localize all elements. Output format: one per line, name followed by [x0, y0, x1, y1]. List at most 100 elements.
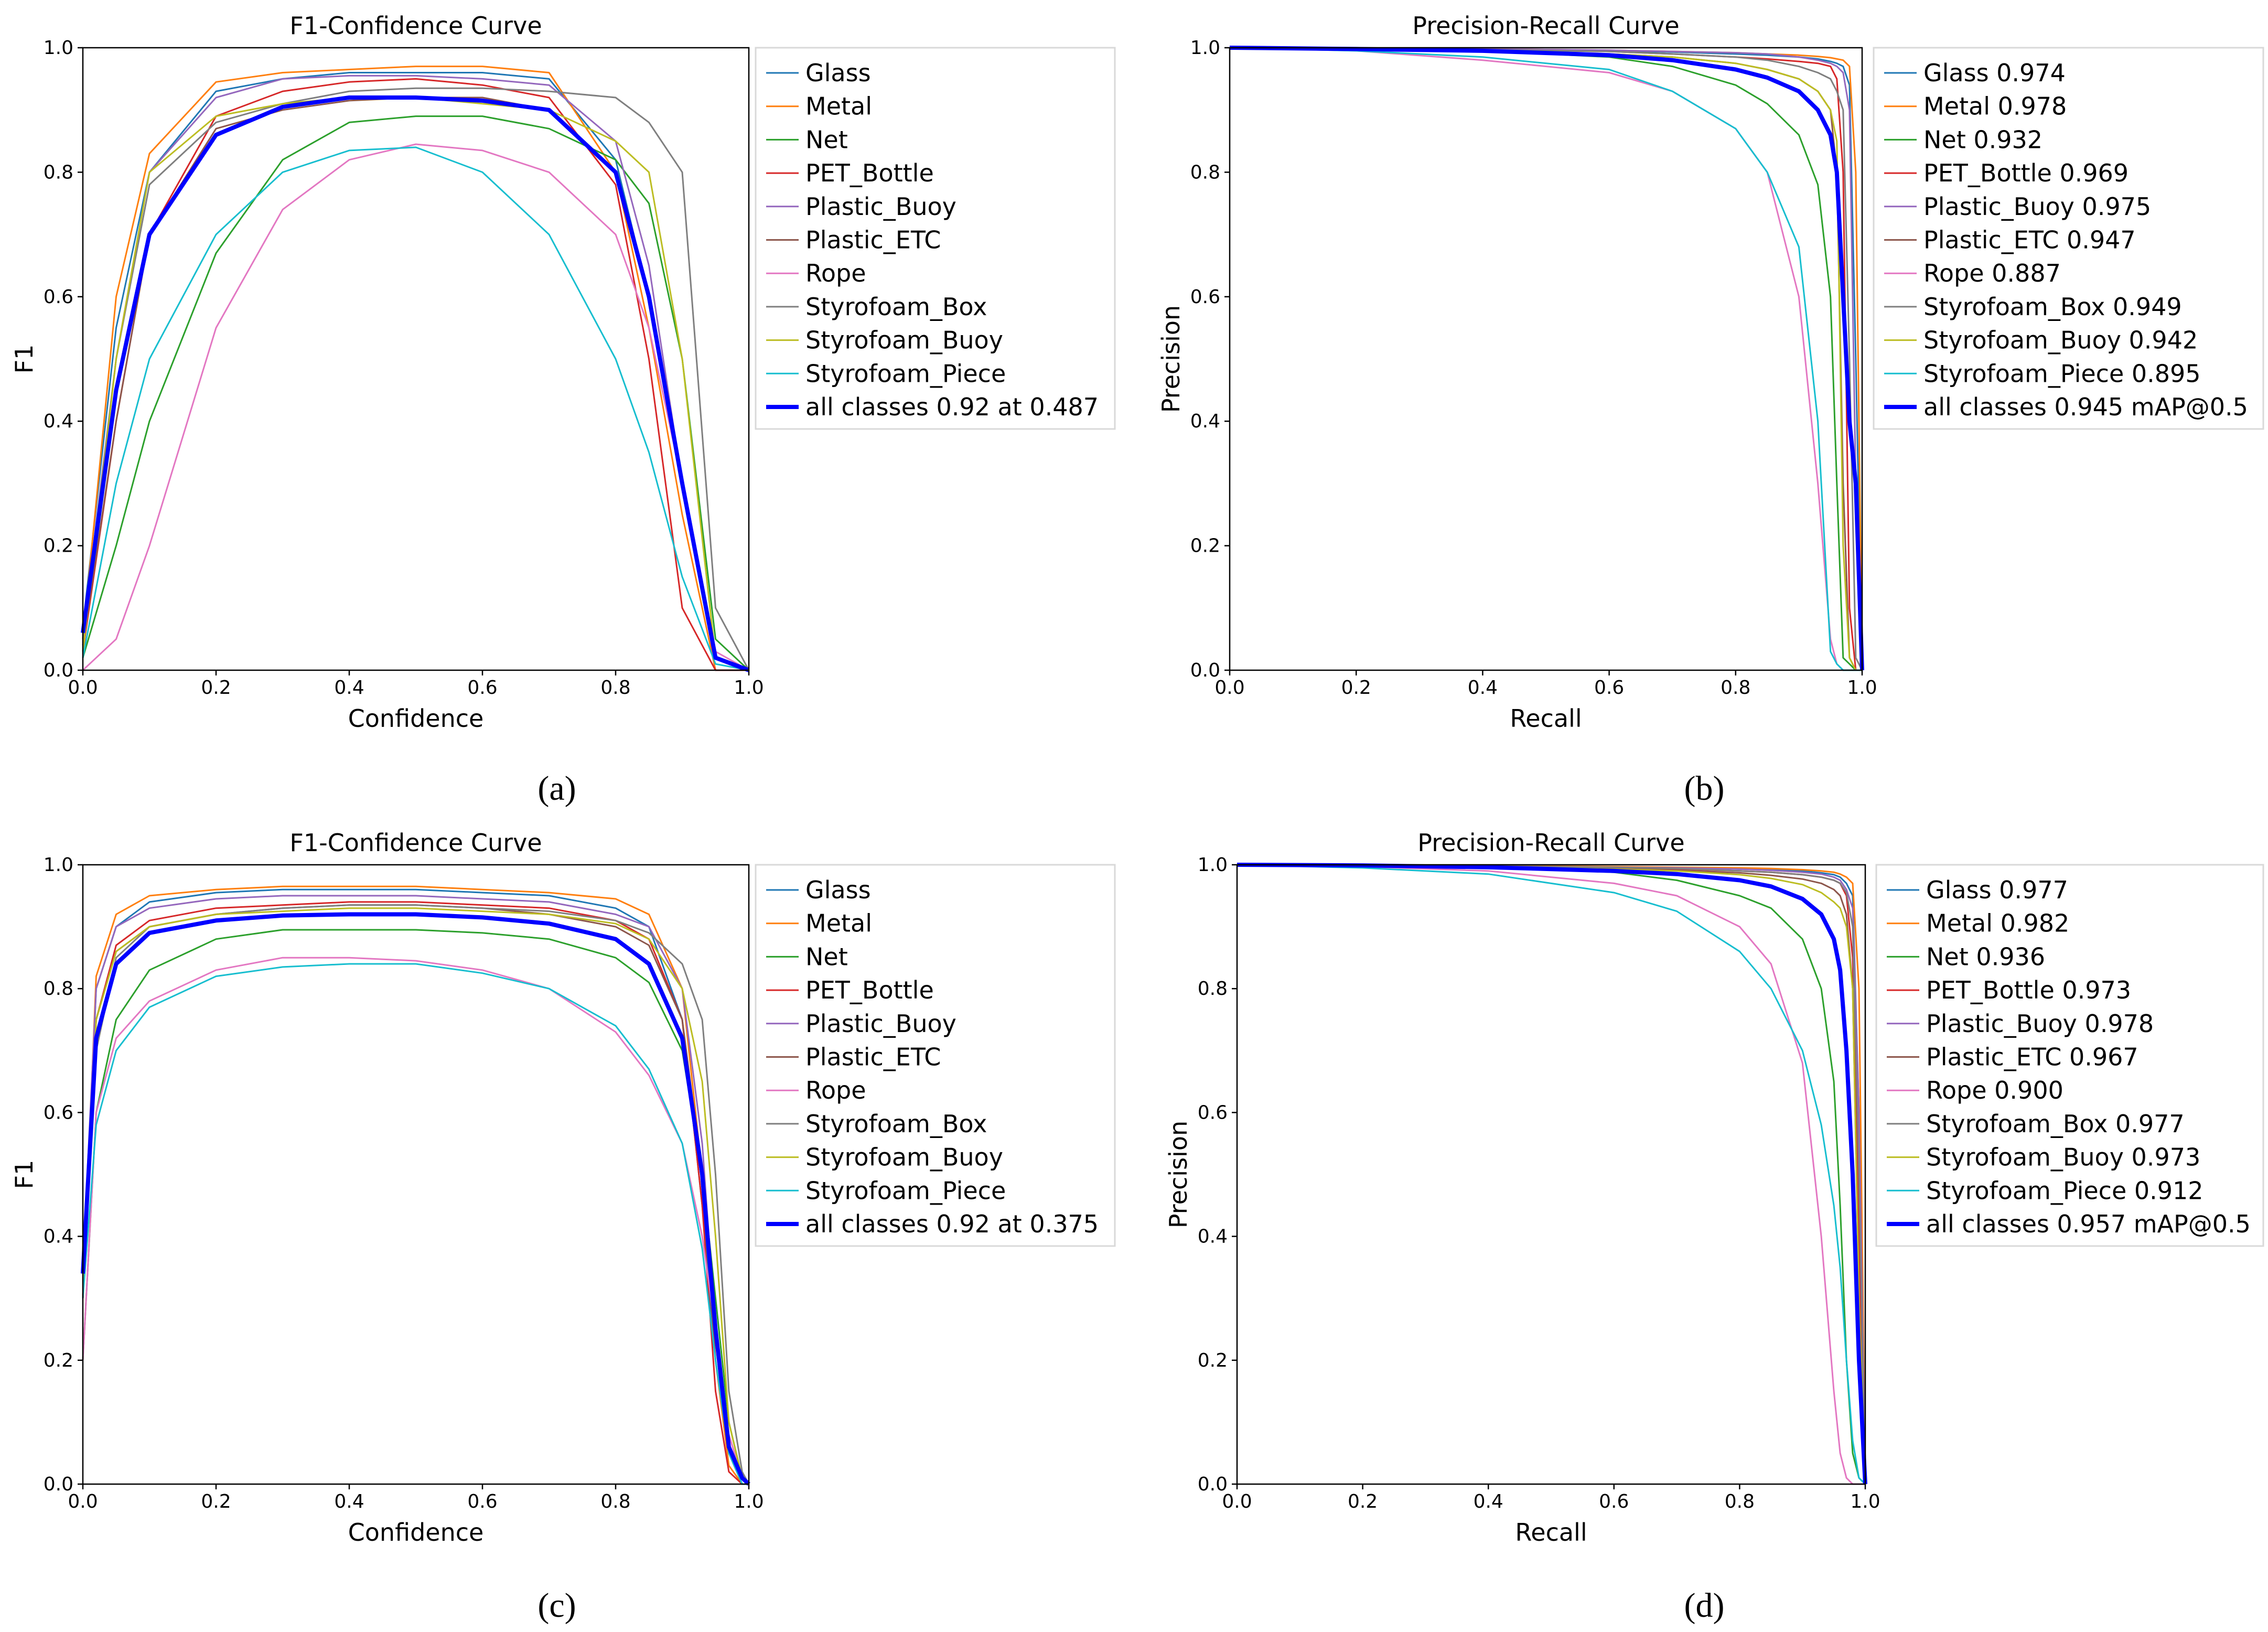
legend-item: Styrofoam_Piece: [766, 359, 1006, 388]
legend-label: Net 0.932: [1923, 125, 2043, 154]
x-tick-label: 0.6: [467, 677, 497, 699]
y-axis-label: Precision: [1157, 305, 1185, 413]
y-tick-label: 0.0: [1198, 1474, 1228, 1495]
legend-item: Styrofoam_Buoy: [766, 326, 1003, 355]
y-tick-label: 0.2: [44, 535, 73, 557]
legend-label: Rope: [805, 259, 866, 287]
legend-item: Styrofoam_Box: [766, 293, 987, 321]
series-line-all: [81, 95, 750, 672]
series-line-pet-bottle: [82, 901, 749, 1485]
x-tick-label: 1.0: [1850, 1491, 1880, 1512]
legend-label: Plastic_ETC 0.967: [1926, 1043, 2138, 1071]
legend-item: Metal: [766, 909, 872, 938]
x-axis-label: Recall: [1510, 704, 1582, 733]
series-group: [81, 885, 750, 1486]
x-tick-label: 1.0: [734, 677, 764, 699]
legend-box: [1873, 47, 2264, 430]
series-line-metal: [82, 885, 749, 1485]
legend-box: [755, 864, 1116, 1247]
series-line-all: [1229, 46, 1864, 671]
x-tick-label: 0.2: [201, 1491, 231, 1512]
y-axis-label: F1: [10, 1160, 38, 1189]
x-tick-label: 0.4: [334, 677, 364, 699]
legend-item: PET_Bottle: [766, 976, 934, 1004]
y-tick-label: 0.2: [1190, 535, 1220, 557]
legend-label: Styrofoam_Buoy 0.973: [1926, 1143, 2200, 1172]
series-line-rope: [82, 957, 750, 1485]
series-line-styrofoam-box: [82, 904, 750, 1485]
series-line-styrofoam-piece: [1229, 47, 1862, 671]
legend-item: PET_Bottle: [766, 159, 934, 187]
legend-label: Metal 0.978: [1923, 92, 2067, 121]
legend-label: PET_Bottle 0.969: [1923, 159, 2129, 187]
chart-title: F1-Confidence Curve: [289, 12, 542, 40]
legend-label: Styrofoam_Box: [805, 293, 987, 321]
legend-item: PET_Bottle 0.969: [1884, 159, 2129, 187]
y-tick-label: 0.2: [44, 1350, 73, 1371]
x-axis-label: Confidence: [348, 704, 484, 733]
y-tick-label: 1.0: [44, 37, 73, 59]
x-tick-label: 0.2: [201, 677, 231, 699]
y-axis-label: Precision: [1164, 1121, 1192, 1228]
series-line-metal: [1229, 47, 1863, 671]
series-line-all: [1237, 863, 1867, 1485]
legend-item: Styrofoam_Buoy 0.973: [1887, 1143, 2200, 1172]
series-line-plastic-etc: [1229, 47, 1862, 671]
legend-item: Styrofoam_Box 0.977: [1887, 1110, 2185, 1138]
y-tick-label: 1.0: [44, 854, 73, 876]
panel-label: (b): [1684, 769, 1725, 808]
x-axis-label: Confidence: [348, 1518, 484, 1547]
panel-label: (a): [538, 769, 576, 808]
x-tick-label: 0.2: [1348, 1491, 1378, 1512]
y-tick-label: 0.6: [1190, 286, 1220, 308]
y-tick-label: 0.0: [1190, 660, 1220, 681]
legend-label: Styrofoam_Box 0.977: [1926, 1110, 2185, 1138]
y-tick-label: 0.4: [44, 411, 73, 432]
series-line-net: [1237, 864, 1866, 1485]
legend-item: all classes 0.957 mAP@0.5: [1887, 1210, 2251, 1238]
legend: Glass 0.974 Metal 0.978 Net 0.932 PET_Bottl…: [1873, 47, 2264, 430]
series-line-plastic-buoy: [1229, 47, 1863, 671]
legend-item: all classes 0.945 mAP@0.5: [1884, 393, 2248, 421]
x-tick-label: 0.0: [68, 1491, 98, 1512]
legend-box: [755, 47, 1116, 430]
legend-label: PET_Bottle: [805, 159, 934, 187]
x-tick-label: 0.4: [1468, 677, 1498, 699]
x-tick-label: 1.0: [1847, 677, 1877, 699]
y-tick-label: 0.6: [44, 1102, 73, 1123]
x-tick-label: 0.8: [1721, 677, 1750, 699]
legend-label: Metal: [805, 909, 872, 938]
panel-label: (d): [1684, 1586, 1725, 1625]
legend-label: Styrofoam_Buoy 0.942: [1923, 326, 2198, 355]
legend-item: Glass 0.974: [1884, 59, 2066, 87]
legend: Glass 0.977 Metal 0.982 Net 0.936 PET_Bottl…: [1875, 864, 2264, 1247]
x-tick-label: 0.4: [1474, 1491, 1503, 1512]
legend-item: Styrofoam_Box: [766, 1110, 987, 1138]
x-tick-label: 0.8: [1725, 1491, 1755, 1512]
series-line-styrofoam-buoy: [82, 907, 750, 1485]
series-line-rope: [1237, 864, 1865, 1485]
legend-item: Plastic_ETC: [766, 1043, 941, 1071]
legend-label: Styrofoam_Piece 0.895: [1923, 359, 2201, 388]
legend-label: Net 0.936: [1926, 942, 2045, 971]
legend-label: Glass 0.974: [1923, 59, 2066, 87]
x-tick-label: 0.6: [1594, 677, 1624, 699]
legend-label: Metal: [805, 92, 872, 121]
legend-item: Plastic_ETC 0.967: [1887, 1043, 2138, 1071]
series-line-plastic-buoy: [1237, 864, 1866, 1485]
series-line-styrofoam-box: [1237, 864, 1866, 1485]
legend-label: Rope 0.900: [1926, 1076, 2063, 1104]
legend-label: Glass: [805, 876, 871, 904]
series-line-metal: [82, 66, 749, 671]
legend-label: Plastic_Buoy 0.978: [1926, 1010, 2154, 1038]
series-group: [1229, 46, 1864, 671]
series-line-net: [1229, 47, 1862, 671]
legend-item: Net: [766, 942, 848, 971]
legend-item: Metal 0.982: [1887, 909, 2069, 938]
y-tick-label: 0.8: [1198, 978, 1228, 1000]
legend-item: Plastic_Buoy: [766, 192, 956, 221]
legend-label: all classes 0.92 at 0.375: [805, 1210, 1099, 1238]
legend-label: Metal 0.982: [1926, 909, 2069, 938]
legend-label: Rope 0.887: [1923, 259, 2061, 287]
legend-item: Styrofoam_Buoy: [766, 1143, 1003, 1172]
